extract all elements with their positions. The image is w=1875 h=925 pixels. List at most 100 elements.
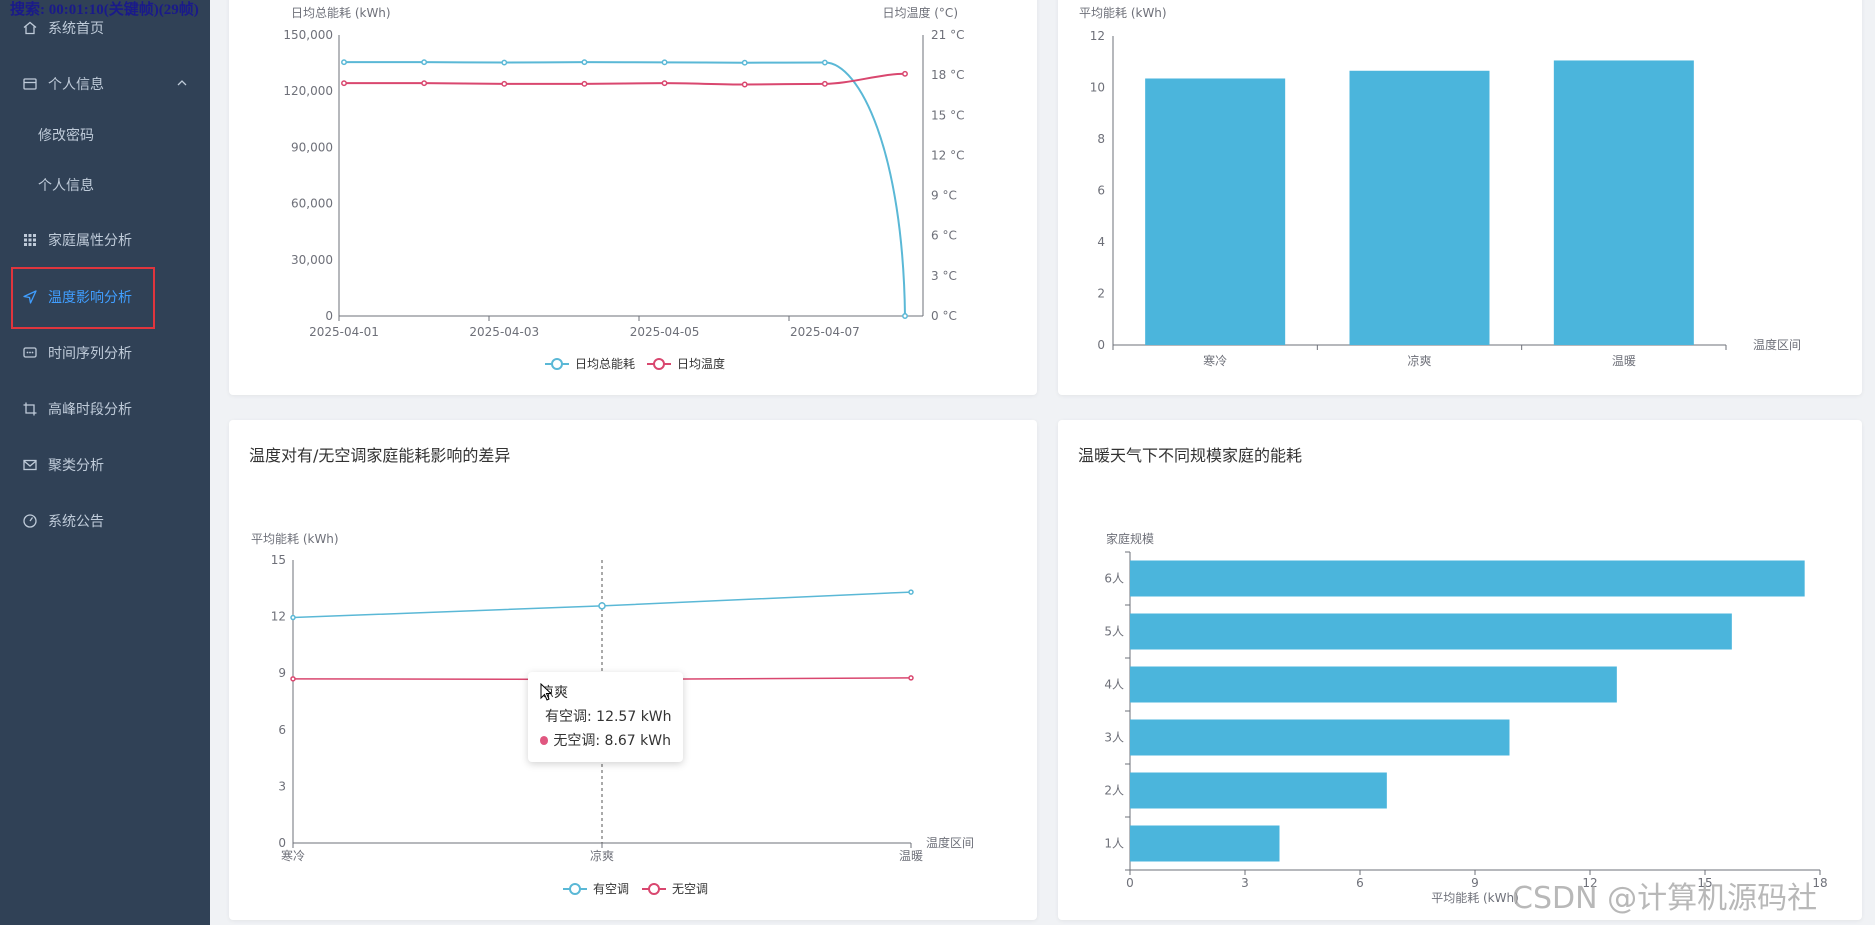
- sidebar: 搜索: 00:01:10(关键帧)(29帧) 系统首页 个人信息 修改密码 个人…: [0, 0, 210, 925]
- chart-card-daily: 日均总能耗 (kWh) 日均温度 (°C) 0 30,000 60,000 90,000 1…: [229, 0, 1037, 395]
- data-point: [902, 70, 908, 77]
- sidebar-item-label: 个人信息: [38, 178, 94, 194]
- series-line: [344, 61, 906, 317]
- y-tick-label: 6: [1097, 184, 1105, 198]
- x-tick-label: 2025-04-03: [469, 325, 539, 339]
- x-tick-label: 9: [1471, 876, 1479, 890]
- y-tick-label: 150,000: [283, 28, 333, 42]
- data-point: [290, 676, 296, 682]
- sidebar-item-time-series[interactable]: 时间序列分析: [0, 333, 210, 373]
- bar: [1130, 719, 1510, 756]
- x-axis-label: 平均能耗 (kWh): [1431, 891, 1519, 905]
- data-point: [598, 602, 606, 610]
- send-icon: [22, 289, 38, 305]
- y-tick-label: 6人: [1104, 572, 1124, 586]
- recording-banner: 搜索: 00:01:10(关键帧)(29帧): [10, 2, 199, 18]
- legend-label: 日均温度: [677, 356, 725, 371]
- sidebar-item-profile-group[interactable]: 个人信息: [0, 64, 210, 104]
- y-tick-label: 60,000: [291, 197, 333, 211]
- x-tick-label: 2025-04-05: [630, 325, 700, 339]
- y2-tick-label: 3 °C: [931, 269, 957, 283]
- series-dot: [540, 735, 549, 745]
- chart-tooltip: 凉爽 有空调: 12.57 kWh 无空调: 8.67 kWh: [528, 672, 683, 762]
- data-point: [341, 80, 347, 87]
- sidebar-item-label: 温度影响分析: [48, 290, 132, 306]
- series-line: [344, 72, 906, 86]
- data-point: [741, 81, 748, 88]
- x-tick-label: 0: [1126, 876, 1134, 890]
- y-tick-label: 90,000: [291, 140, 333, 154]
- sidebar-item-peak-hours[interactable]: 高峰时段分析: [0, 389, 210, 429]
- bar: [1349, 70, 1490, 345]
- speedometer-icon: [22, 513, 38, 529]
- sidebar-item-clustering[interactable]: 聚类分析: [0, 445, 210, 485]
- y-tick-label: 6: [278, 723, 286, 737]
- y-axis-label: 家庭规模: [1106, 531, 1154, 546]
- tooltip-title: 凉爽: [540, 685, 568, 701]
- data-point: [341, 59, 347, 66]
- y-tick-label: 120,000: [283, 84, 333, 98]
- grid-icon: [22, 232, 38, 248]
- sidebar-item-announcements[interactable]: 系统公告: [0, 501, 210, 541]
- home-icon: [22, 20, 38, 36]
- chart-card-ac: 温度对有/无空调家庭能耗影响的差异 平均能耗 (kWh) 0 3 6 9 12 15 寒冷 凉爽…: [229, 420, 1037, 920]
- y-tick-label: 12: [1090, 29, 1105, 43]
- bar: [1145, 78, 1286, 346]
- y-tick-label: 12: [271, 610, 286, 624]
- chart-card-temp-range: 平均能耗 (kWh) 0 2 4 6 8 10 12 寒冷 凉爽 温暖 温度区间: [1058, 0, 1862, 395]
- tooltip-row-label: 无空调: 8.67 kWh: [553, 733, 671, 749]
- sidebar-item-label: 个人信息: [48, 77, 104, 93]
- y-tick-label: 0: [1097, 338, 1105, 352]
- household-size-bar-chart: 家庭规模 1人 2人 3人 4人 5人 6人 0 3 6 9 12 15 18 平均能耗 (kWh): [1104, 531, 1827, 905]
- sidebar-item-home[interactable]: 系统首页: [0, 8, 210, 48]
- data-point: [821, 80, 828, 87]
- y-tick-label: 15: [271, 553, 286, 567]
- sidebar-item-label: 家庭属性分析: [48, 233, 132, 249]
- sidebar-item-label: 高峰时段分析: [48, 402, 132, 418]
- data-point: [501, 80, 508, 87]
- x-tick-label: 2025-04-07: [790, 325, 860, 339]
- sidebar-item-temperature-analysis[interactable]: 温度影响分析: [0, 277, 210, 317]
- tooltip-row: 有空调: 12.57 kWh: [540, 706, 672, 726]
- sidebar-item-change-password[interactable]: 修改密码: [0, 115, 248, 155]
- x-tick-label: 6: [1356, 876, 1364, 890]
- y-tick-label: 3: [278, 779, 286, 793]
- legend-label: 有空调: [593, 882, 629, 896]
- y2-tick-label: 0 °C: [931, 309, 957, 323]
- legend-marker: [648, 883, 660, 895]
- daily-energy-temperature-chart: 日均总能耗 (kWh) 日均温度 (°C) 0 30,000 60,000 90,000 1…: [283, 5, 964, 371]
- y-axis-label: 平均能耗 (kWh): [1079, 6, 1167, 20]
- legend-marker: [569, 883, 581, 895]
- data-point: [902, 313, 908, 319]
- legend-marker: [551, 358, 563, 370]
- data-point: [741, 59, 748, 66]
- legend-marker: [653, 358, 665, 370]
- bar: [1130, 560, 1805, 597]
- y-tick-label: 2: [1097, 287, 1105, 301]
- bar: [1130, 613, 1732, 650]
- y-tick-label: 2人: [1104, 784, 1124, 798]
- x-tick-label: 温暖: [899, 849, 923, 863]
- sidebar-item-label: 系统公告: [48, 514, 104, 530]
- legend-label: 日均总能耗: [575, 357, 635, 371]
- sidebar-item-label: 系统首页: [48, 21, 104, 37]
- x-tick-label: 凉爽: [590, 848, 614, 863]
- y2-tick-label: 6 °C: [931, 229, 957, 243]
- y2-tick-label: 15 °C: [931, 108, 964, 122]
- x-tick-label: 凉爽: [1407, 353, 1431, 368]
- data-point: [661, 59, 668, 66]
- data-point: [421, 59, 428, 66]
- tooltip-row: 无空调: 8.67 kWh: [540, 730, 671, 750]
- y2-tick-label: 9 °C: [931, 189, 957, 203]
- y-tick-label: 8: [1097, 132, 1105, 146]
- sidebar-item-household-analysis[interactable]: 家庭属性分析: [0, 220, 210, 260]
- crop-icon: [22, 401, 38, 417]
- x-tick-label: 寒冷: [281, 848, 305, 863]
- sidebar-item-profile[interactable]: 个人信息: [0, 165, 248, 205]
- x-tick-label: 12: [1582, 876, 1597, 890]
- legend-label: 无空调: [672, 882, 708, 896]
- bar: [1130, 825, 1280, 862]
- y2-tick-label: 18 °C: [931, 68, 964, 82]
- x-axis-label: 温度区间: [1753, 337, 1801, 352]
- chevron-up-icon: [177, 80, 187, 86]
